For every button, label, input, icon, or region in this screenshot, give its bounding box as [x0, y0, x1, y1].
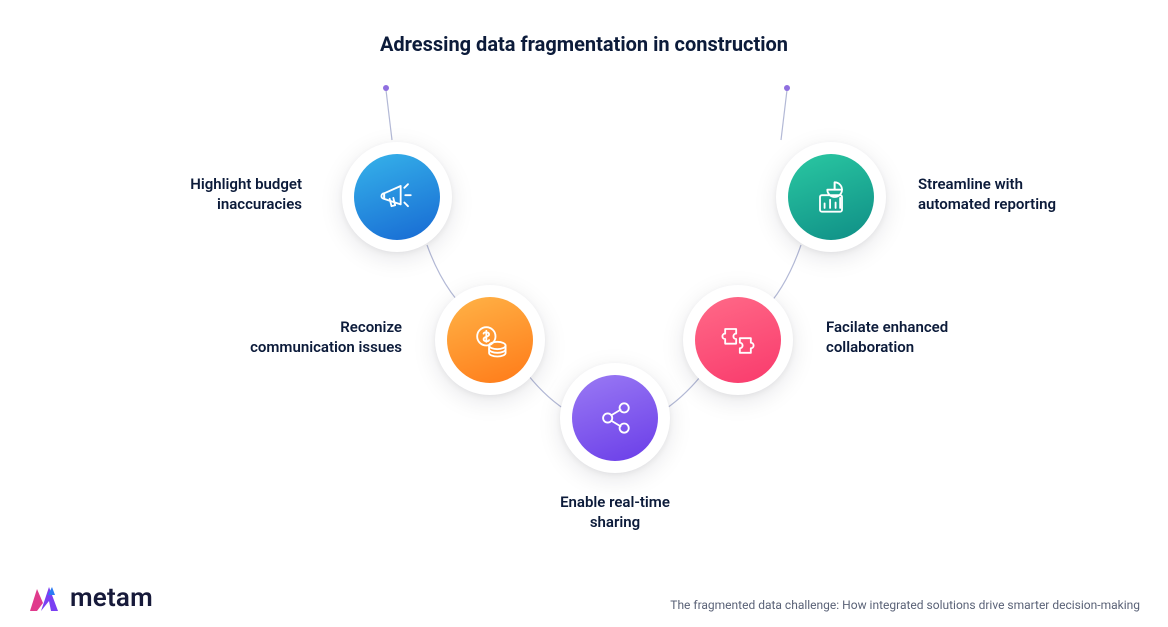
label-communication-line: communication issues	[162, 337, 402, 357]
node-collaboration	[683, 285, 793, 395]
label-reporting-line: automated reporting	[918, 194, 1148, 214]
label-budget-line: inaccuracies	[102, 194, 302, 214]
label-communication-line: Reconize	[162, 317, 402, 337]
diagram-canvas: Highlight budgetinaccuracies Reconizecom…	[0, 0, 1168, 627]
label-sharing-line: Enable real-time	[515, 492, 715, 512]
tagline-line-2: solutions drive smarter decision-making	[927, 598, 1140, 612]
node-reporting-inner	[788, 154, 874, 240]
label-sharing: Enable real-timesharing	[515, 492, 715, 533]
report-chart-icon	[809, 175, 853, 219]
logo-mark-icon	[28, 583, 62, 613]
puzzle-icon	[716, 318, 760, 362]
node-collaboration-inner	[695, 297, 781, 383]
node-budget	[342, 142, 452, 252]
node-reporting	[776, 142, 886, 252]
megaphone-icon	[375, 175, 419, 219]
label-reporting-line: Streamline with	[918, 174, 1148, 194]
logo-wordmark: metam	[70, 583, 153, 613]
tagline-line-1: The fragmented data challenge: How integ…	[670, 598, 923, 612]
label-collaboration-line: Facilate enhanced	[826, 317, 1066, 337]
label-reporting: Streamline withautomated reporting	[918, 174, 1148, 215]
label-collaboration-line: collaboration	[826, 337, 1066, 357]
label-communication: Reconizecommunication issues	[162, 317, 402, 358]
share-icon	[593, 396, 637, 440]
node-sharing	[560, 363, 670, 473]
label-collaboration: Facilate enhancedcollaboration	[826, 317, 1066, 358]
node-communication-inner	[447, 297, 533, 383]
footer: metam The fragmented data challenge: How…	[0, 573, 1168, 627]
footer-tagline: The fragmented data challenge: How integ…	[670, 597, 1140, 613]
label-budget: Highlight budgetinaccuracies	[102, 174, 302, 215]
coins-dollar-icon	[468, 318, 512, 362]
node-budget-inner	[354, 154, 440, 240]
label-budget-line: Highlight budget	[102, 174, 302, 194]
brand-logo: metam	[28, 583, 153, 613]
node-communication	[435, 285, 545, 395]
label-sharing-line: sharing	[515, 512, 715, 532]
node-sharing-inner	[572, 375, 658, 461]
